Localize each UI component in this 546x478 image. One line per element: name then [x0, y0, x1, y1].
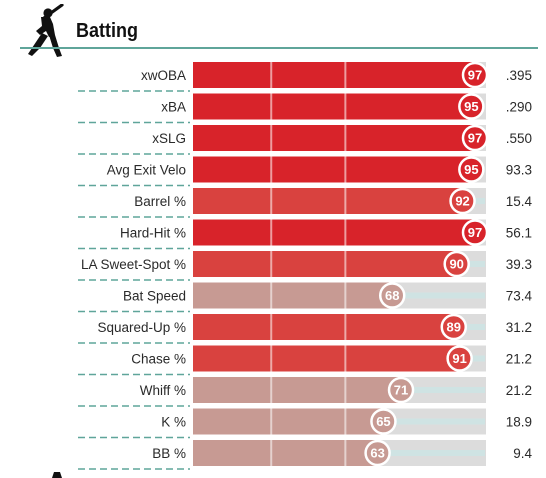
metric-label: Whiff %: [140, 383, 186, 398]
percentile-label: 71: [394, 383, 408, 398]
section-title: Batting: [76, 20, 139, 42]
percentile-label: 90: [449, 257, 463, 272]
batter-silhouette-icon: [28, 4, 64, 57]
percentile-bar: [193, 314, 454, 340]
percentile-bar: [193, 440, 378, 466]
metric-label: BB %: [152, 446, 186, 461]
percentile-label: 63: [370, 446, 384, 461]
raw-value-track: [456, 261, 485, 267]
stat-value: 93.3: [506, 163, 532, 178]
percentile-bar: [193, 62, 475, 88]
stat-value: 18.9: [506, 415, 532, 430]
percentile-label: 95: [464, 162, 478, 177]
percentile-label: 97: [468, 225, 482, 240]
raw-value-track: [453, 324, 485, 330]
percentile-circle: [370, 408, 397, 435]
metric-label: K %: [161, 415, 186, 430]
stat-value: 21.2: [506, 352, 532, 367]
raw-value-track: [377, 450, 485, 456]
percentile-label: 97: [468, 68, 482, 83]
metric-label: Avg Exit Velo: [107, 163, 186, 178]
raw-value-track: [383, 418, 485, 425]
percentile-circle: [458, 156, 485, 183]
percentile-circle: [378, 282, 406, 309]
percentile-circle: [461, 61, 489, 89]
stat-value: .395: [506, 68, 532, 83]
metric-label: xSLG: [152, 131, 186, 146]
percentile-label: 65: [376, 414, 390, 429]
percentile-circle: [449, 187, 476, 215]
percentile-circle: [461, 124, 489, 152]
percentile-circle: [364, 439, 391, 467]
percentile-bar: [193, 219, 475, 246]
percentile-circle: [446, 345, 473, 372]
stat-value: 21.2: [506, 383, 532, 398]
stat-value: .290: [506, 100, 532, 115]
header-divider: [20, 47, 538, 49]
metric-label: Squared-Up %: [97, 320, 186, 335]
section-header: Batting: [0, 0, 546, 57]
stat-value: 56.1: [506, 226, 532, 241]
metric-label: LA Sweet-Spot %: [81, 257, 186, 272]
metric-label: Hard-Hit %: [120, 226, 186, 241]
percentile-bar: [193, 125, 475, 151]
raw-value-track: [392, 292, 485, 299]
metric-label: Barrel %: [134, 194, 186, 209]
percentile-circle: [458, 93, 485, 120]
percentile-label: 91: [452, 351, 466, 366]
percentile-bar: [193, 345, 460, 372]
stat-value: .550: [506, 131, 532, 146]
percentile-bar: [193, 282, 393, 309]
percentile-bar: [193, 251, 457, 277]
percentile-bar: [193, 93, 472, 120]
metric-label: xwOBA: [141, 68, 186, 83]
next-section-icon: [52, 472, 62, 478]
percentile-label: 68: [385, 288, 399, 303]
percentile-circle: [443, 250, 470, 278]
percentile-bar: [193, 188, 463, 214]
raw-value-track: [401, 387, 485, 393]
stat-value: 31.2: [506, 320, 532, 335]
metric-label: Chase %: [131, 352, 186, 367]
stat-value: 15.4: [506, 194, 533, 209]
percentile-circle: [440, 313, 468, 341]
stat-value: 39.3: [506, 257, 532, 272]
percentile-bar: [193, 377, 402, 403]
percentile-label: 97: [468, 131, 482, 146]
stat-value: 73.4: [506, 289, 533, 304]
percentile-circle: [461, 219, 489, 246]
percentile-bar: [193, 408, 384, 435]
percentile-label: 95: [464, 99, 478, 114]
metric-label: xBA: [161, 100, 186, 115]
percentile-circle: [387, 376, 415, 404]
percentile-label: 89: [447, 320, 461, 335]
metric-label: Bat Speed: [123, 289, 186, 304]
stat-value: 9.4: [513, 446, 532, 461]
percentile-bar: [193, 156, 472, 183]
percentile-label: 92: [455, 194, 469, 209]
